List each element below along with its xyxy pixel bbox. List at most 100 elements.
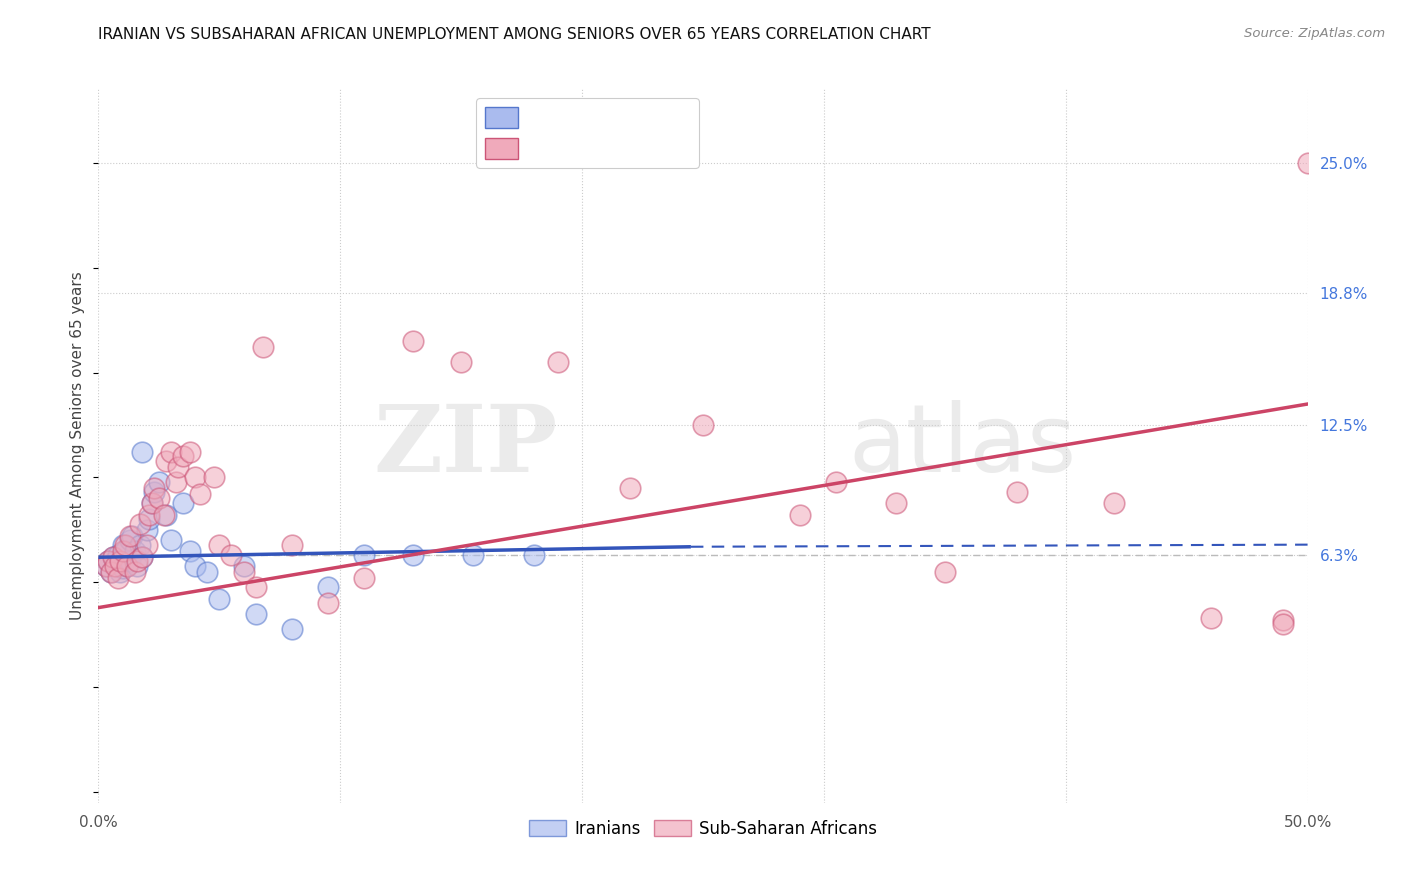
Point <box>195 565 218 579</box>
Point <box>353 548 375 562</box>
Y-axis label: Unemployment Among Seniors over 65 years: Unemployment Among Seniors over 65 years <box>70 272 86 620</box>
Point <box>316 580 339 594</box>
Point <box>232 558 254 573</box>
Point <box>111 544 134 558</box>
Point <box>232 565 254 579</box>
Point <box>118 554 141 568</box>
Point <box>118 533 141 548</box>
Point <box>252 340 274 354</box>
Point <box>245 580 267 594</box>
Point <box>128 538 150 552</box>
Text: Source: ZipAtlas.com: Source: ZipAtlas.com <box>1244 27 1385 40</box>
Text: 53: 53 <box>672 148 696 166</box>
Point <box>619 481 641 495</box>
Point <box>131 550 153 565</box>
Text: N =: N = <box>627 116 678 134</box>
Point <box>463 548 485 562</box>
Point <box>127 554 149 568</box>
Point <box>152 508 174 523</box>
Point <box>886 496 908 510</box>
Point <box>131 550 153 565</box>
Point <box>1199 611 1222 625</box>
Point <box>127 558 149 573</box>
Point <box>1272 617 1295 632</box>
Text: 39: 39 <box>672 116 696 134</box>
Point <box>135 538 157 552</box>
Point <box>138 508 160 523</box>
Point <box>97 554 120 568</box>
Text: R =: R = <box>527 148 567 166</box>
Point <box>143 485 166 500</box>
Text: 0.016: 0.016 <box>574 116 624 134</box>
Point <box>316 596 339 610</box>
Point <box>547 355 569 369</box>
Point <box>143 481 166 495</box>
Point <box>1102 496 1125 510</box>
Point <box>107 548 129 562</box>
Point <box>172 450 194 464</box>
Point <box>100 565 122 579</box>
Point <box>111 538 134 552</box>
Point <box>208 538 231 552</box>
Point <box>184 470 207 484</box>
Point <box>184 558 207 573</box>
Point <box>353 571 375 585</box>
Point <box>111 560 134 574</box>
Point <box>108 565 131 579</box>
Point <box>114 544 136 558</box>
Point <box>148 491 170 506</box>
Point <box>135 523 157 537</box>
Point <box>160 533 183 548</box>
Point <box>124 565 146 579</box>
Point <box>94 558 117 573</box>
Point <box>117 558 139 573</box>
Point <box>789 508 811 523</box>
Text: ZIP: ZIP <box>374 401 558 491</box>
Point <box>402 334 425 348</box>
Point <box>1296 155 1319 169</box>
Point <box>104 558 127 573</box>
Point <box>100 565 122 579</box>
Point <box>108 554 131 568</box>
Point <box>148 475 170 489</box>
Point <box>101 550 124 565</box>
Point <box>131 445 153 459</box>
Point <box>179 445 201 459</box>
Text: N =: N = <box>627 148 678 166</box>
Legend: Iranians, Sub-Saharan Africans: Iranians, Sub-Saharan Africans <box>523 814 883 845</box>
Text: IRANIAN VS SUBSAHARAN AFRICAN UNEMPLOYMENT AMONG SENIORS OVER 65 YEARS CORRELATI: IRANIAN VS SUBSAHARAN AFRICAN UNEMPLOYME… <box>98 27 931 42</box>
Point <box>160 445 183 459</box>
Point <box>94 558 117 573</box>
Point <box>138 512 160 526</box>
Point <box>402 548 425 562</box>
Point <box>245 607 267 621</box>
Point <box>141 496 163 510</box>
Point <box>825 475 848 489</box>
Point <box>97 554 120 568</box>
Point <box>281 622 304 636</box>
Text: atlas: atlas <box>848 400 1077 492</box>
Point <box>165 475 187 489</box>
Point <box>128 516 150 531</box>
Point <box>124 544 146 558</box>
Point <box>104 554 127 568</box>
Point <box>121 529 143 543</box>
Point <box>1007 485 1029 500</box>
Point <box>155 508 177 523</box>
Text: 0.487: 0.487 <box>574 148 626 166</box>
Text: R =: R = <box>527 116 567 134</box>
Point <box>101 550 124 565</box>
Point <box>281 538 304 552</box>
Point <box>118 529 141 543</box>
Point <box>1272 613 1295 627</box>
Point <box>188 487 211 501</box>
Point <box>141 496 163 510</box>
Point <box>204 470 226 484</box>
Point <box>934 565 956 579</box>
Point <box>523 548 546 562</box>
Point <box>208 592 231 607</box>
Point <box>114 538 136 552</box>
Point <box>221 548 243 562</box>
Point <box>155 453 177 467</box>
Point <box>107 571 129 585</box>
